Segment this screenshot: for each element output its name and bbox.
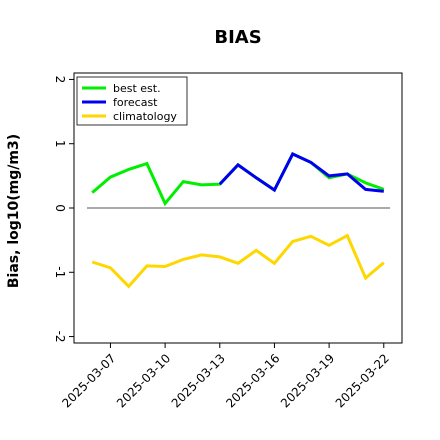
y-axis-label: Bias, log10(mg/m3) bbox=[6, 134, 22, 288]
x-axis-ticks: 2025-03-072025-03-102025-03-132025-03-16… bbox=[59, 343, 392, 410]
series-line-best-est bbox=[91, 152, 385, 207]
y-tick-label: -1 bbox=[53, 266, 67, 278]
y-axis-ticks: -2 -1 0 1 2 bbox=[53, 76, 74, 343]
series-line-climatology bbox=[91, 233, 385, 289]
x-tick-label: 2025-03-13 bbox=[169, 351, 228, 410]
series-layer bbox=[91, 152, 385, 289]
chart-title: BIAS bbox=[214, 27, 261, 48]
x-tick-label: 2025-03-22 bbox=[333, 351, 392, 410]
x-tick-label: 2025-03-07 bbox=[59, 351, 118, 410]
y-tick-label: 2 bbox=[53, 76, 67, 84]
legend-label-forecast: forecast bbox=[113, 96, 158, 109]
y-tick-label: -2 bbox=[53, 331, 67, 343]
y-tick-label: 0 bbox=[53, 204, 67, 212]
legend-label-best-est: best est. bbox=[113, 82, 161, 95]
x-tick-label: 2025-03-19 bbox=[278, 351, 337, 410]
series-line-forecast bbox=[218, 152, 384, 193]
x-tick-label: 2025-03-10 bbox=[114, 351, 173, 410]
legend-label-climatology: climatology bbox=[113, 110, 177, 123]
y-tick-label: 1 bbox=[53, 140, 67, 148]
x-tick-label: 2025-03-16 bbox=[223, 351, 282, 410]
